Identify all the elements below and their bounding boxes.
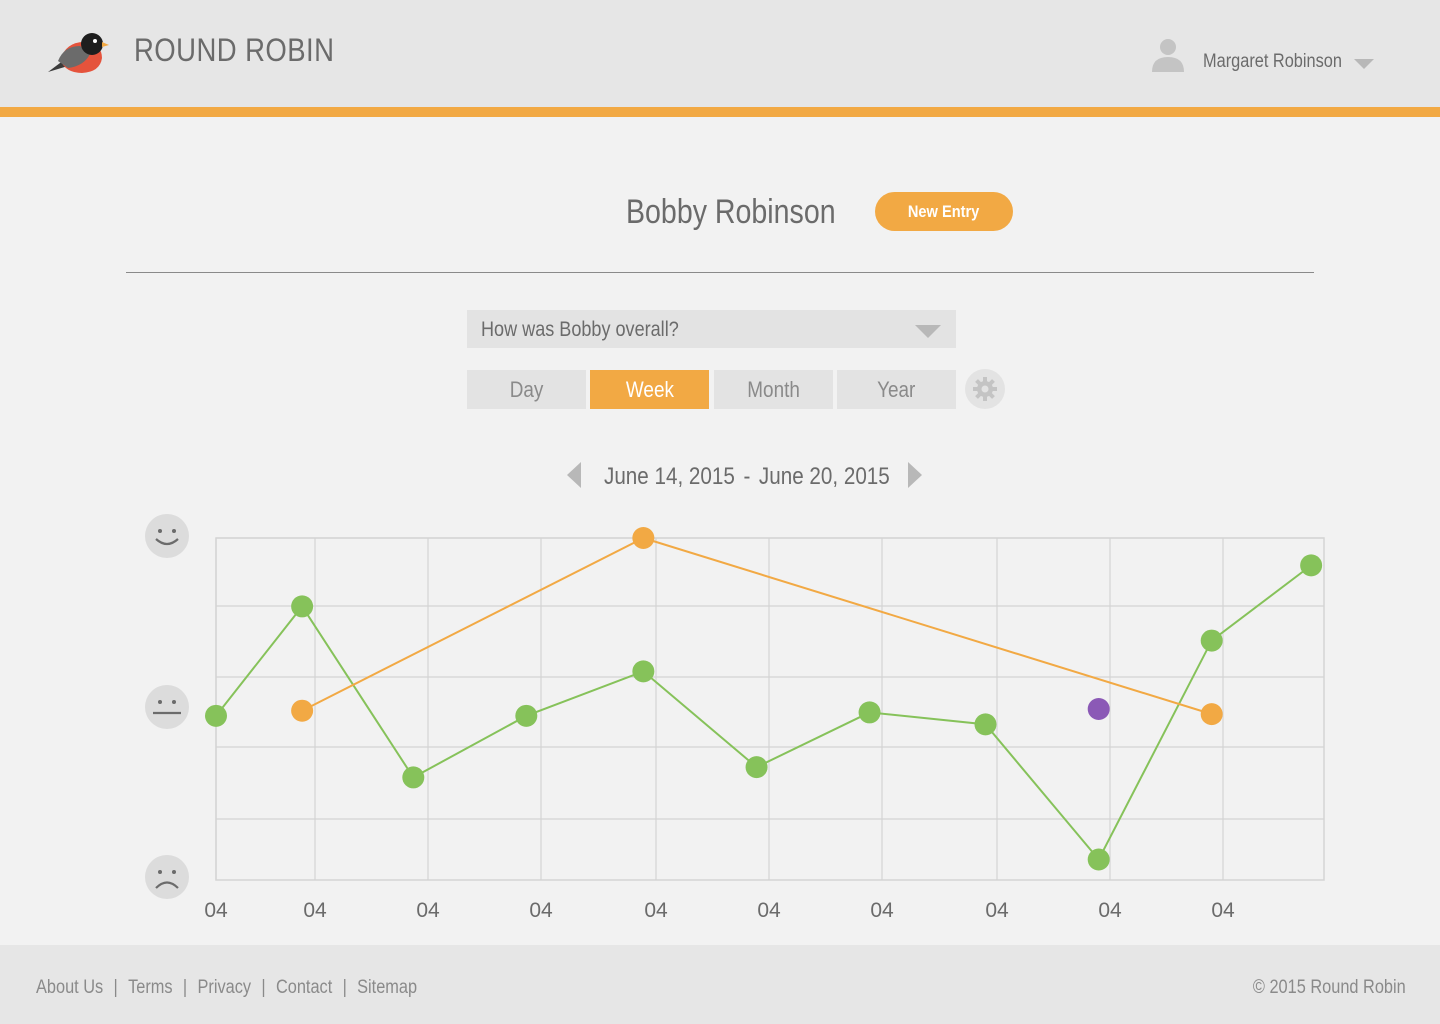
neutral-face-icon [145,685,189,729]
footer-links: About Us | Terms | Privacy | Contact | Sitemap [36,977,417,999]
caret-down-icon[interactable] [1354,59,1374,69]
sad-face-icon [145,855,189,899]
footer-separator: | [342,977,347,998]
user-name: Margaret Robinson [1203,51,1342,72]
x-tick-label: 04 [644,899,668,922]
copyright-text: © 2015 Round Robin [1253,977,1406,998]
tab-day-label: Day [509,377,544,402]
data-point-series-0[interactable] [1200,629,1223,652]
data-point-series-0[interactable] [402,766,425,789]
data-point-series-0[interactable] [974,713,997,736]
data-point-series-0[interactable] [291,595,314,618]
footer-separator: | [261,977,266,998]
footer-link-privacy[interactable]: Privacy [197,977,252,998]
app-header: ROUND ROBIN Margaret Robinson [0,0,1440,107]
next-week-arrow-icon[interactable] [908,462,922,488]
x-tick-label: 04 [757,899,781,922]
gear-icon [973,377,997,401]
date-range-separator: - [743,463,751,490]
x-tick-label: 04 [985,899,1009,922]
question-select[interactable]: How was Bobby overall? [467,310,956,348]
previous-week-arrow-icon[interactable] [567,462,581,488]
tab-week[interactable]: Week [590,370,709,409]
app-footer: About Us | Terms | Privacy | Contact | Sitemap ©… [0,945,1440,1024]
chart-plot-border [215,537,1325,881]
caret-down-icon[interactable] [915,325,941,338]
data-point-series-0[interactable] [515,704,538,727]
header-accent-bar [0,107,1440,117]
data-point-series-1[interactable] [632,527,655,549]
section-divider [126,272,1314,273]
tab-month[interactable]: Month [714,370,833,409]
footer-link-about-us[interactable]: About Us [36,977,104,998]
footer-separator: | [113,977,118,998]
data-point-series-0[interactable] [1087,848,1110,871]
data-point-series-0[interactable] [1300,554,1323,577]
data-point-series-0[interactable] [205,704,227,727]
x-tick-label: 04 [870,899,894,922]
tab-week-label: Week [625,377,674,402]
tab-day[interactable]: Day [467,370,586,409]
date-range: June 14, 2015- June 20, 2015 [604,463,890,491]
footer-link-contact[interactable]: Contact [275,977,333,998]
user-icon [1152,39,1184,72]
data-point-series-0[interactable] [745,756,768,779]
tab-month-label: Month [747,377,800,402]
date-range-start: June 14, 2015 [604,463,735,490]
new-entry-button[interactable]: New Entry [875,192,1013,231]
data-point-series-1[interactable] [291,699,314,722]
x-tick-label: 04 [1098,899,1122,922]
date-range-end: June 20, 2015 [758,463,890,490]
x-tick-label: 04 [303,899,327,922]
happy-face-icon [145,514,189,558]
x-tick-label: 04 [1211,899,1235,922]
x-tick-label: 04 [204,899,228,922]
child-name-title: Bobby Robinson [626,193,836,231]
x-tick-label: 04 [416,899,440,922]
data-point-series-2[interactable] [1087,698,1110,720]
question-select-value: How was Bobby overall? [481,318,679,341]
series-line-0 [215,564,1312,862]
tab-year-label: Year [877,377,916,402]
settings-button[interactable] [965,369,1005,409]
tab-year[interactable]: Year [837,370,956,409]
footer-link-sitemap[interactable]: Sitemap [357,977,418,998]
robin-bird-icon[interactable] [46,30,110,76]
footer-separator: | [182,977,188,998]
new-entry-label: New Entry [908,201,980,221]
data-point-series-0[interactable] [858,701,881,724]
footer-link-terms[interactable]: Terms [128,977,173,998]
data-point-series-0[interactable] [632,660,655,683]
series-line-1 [301,536,1212,716]
x-tick-label: 04 [529,899,553,922]
brand-name: ROUND ROBIN [134,32,335,68]
data-point-series-1[interactable] [1200,703,1223,726]
